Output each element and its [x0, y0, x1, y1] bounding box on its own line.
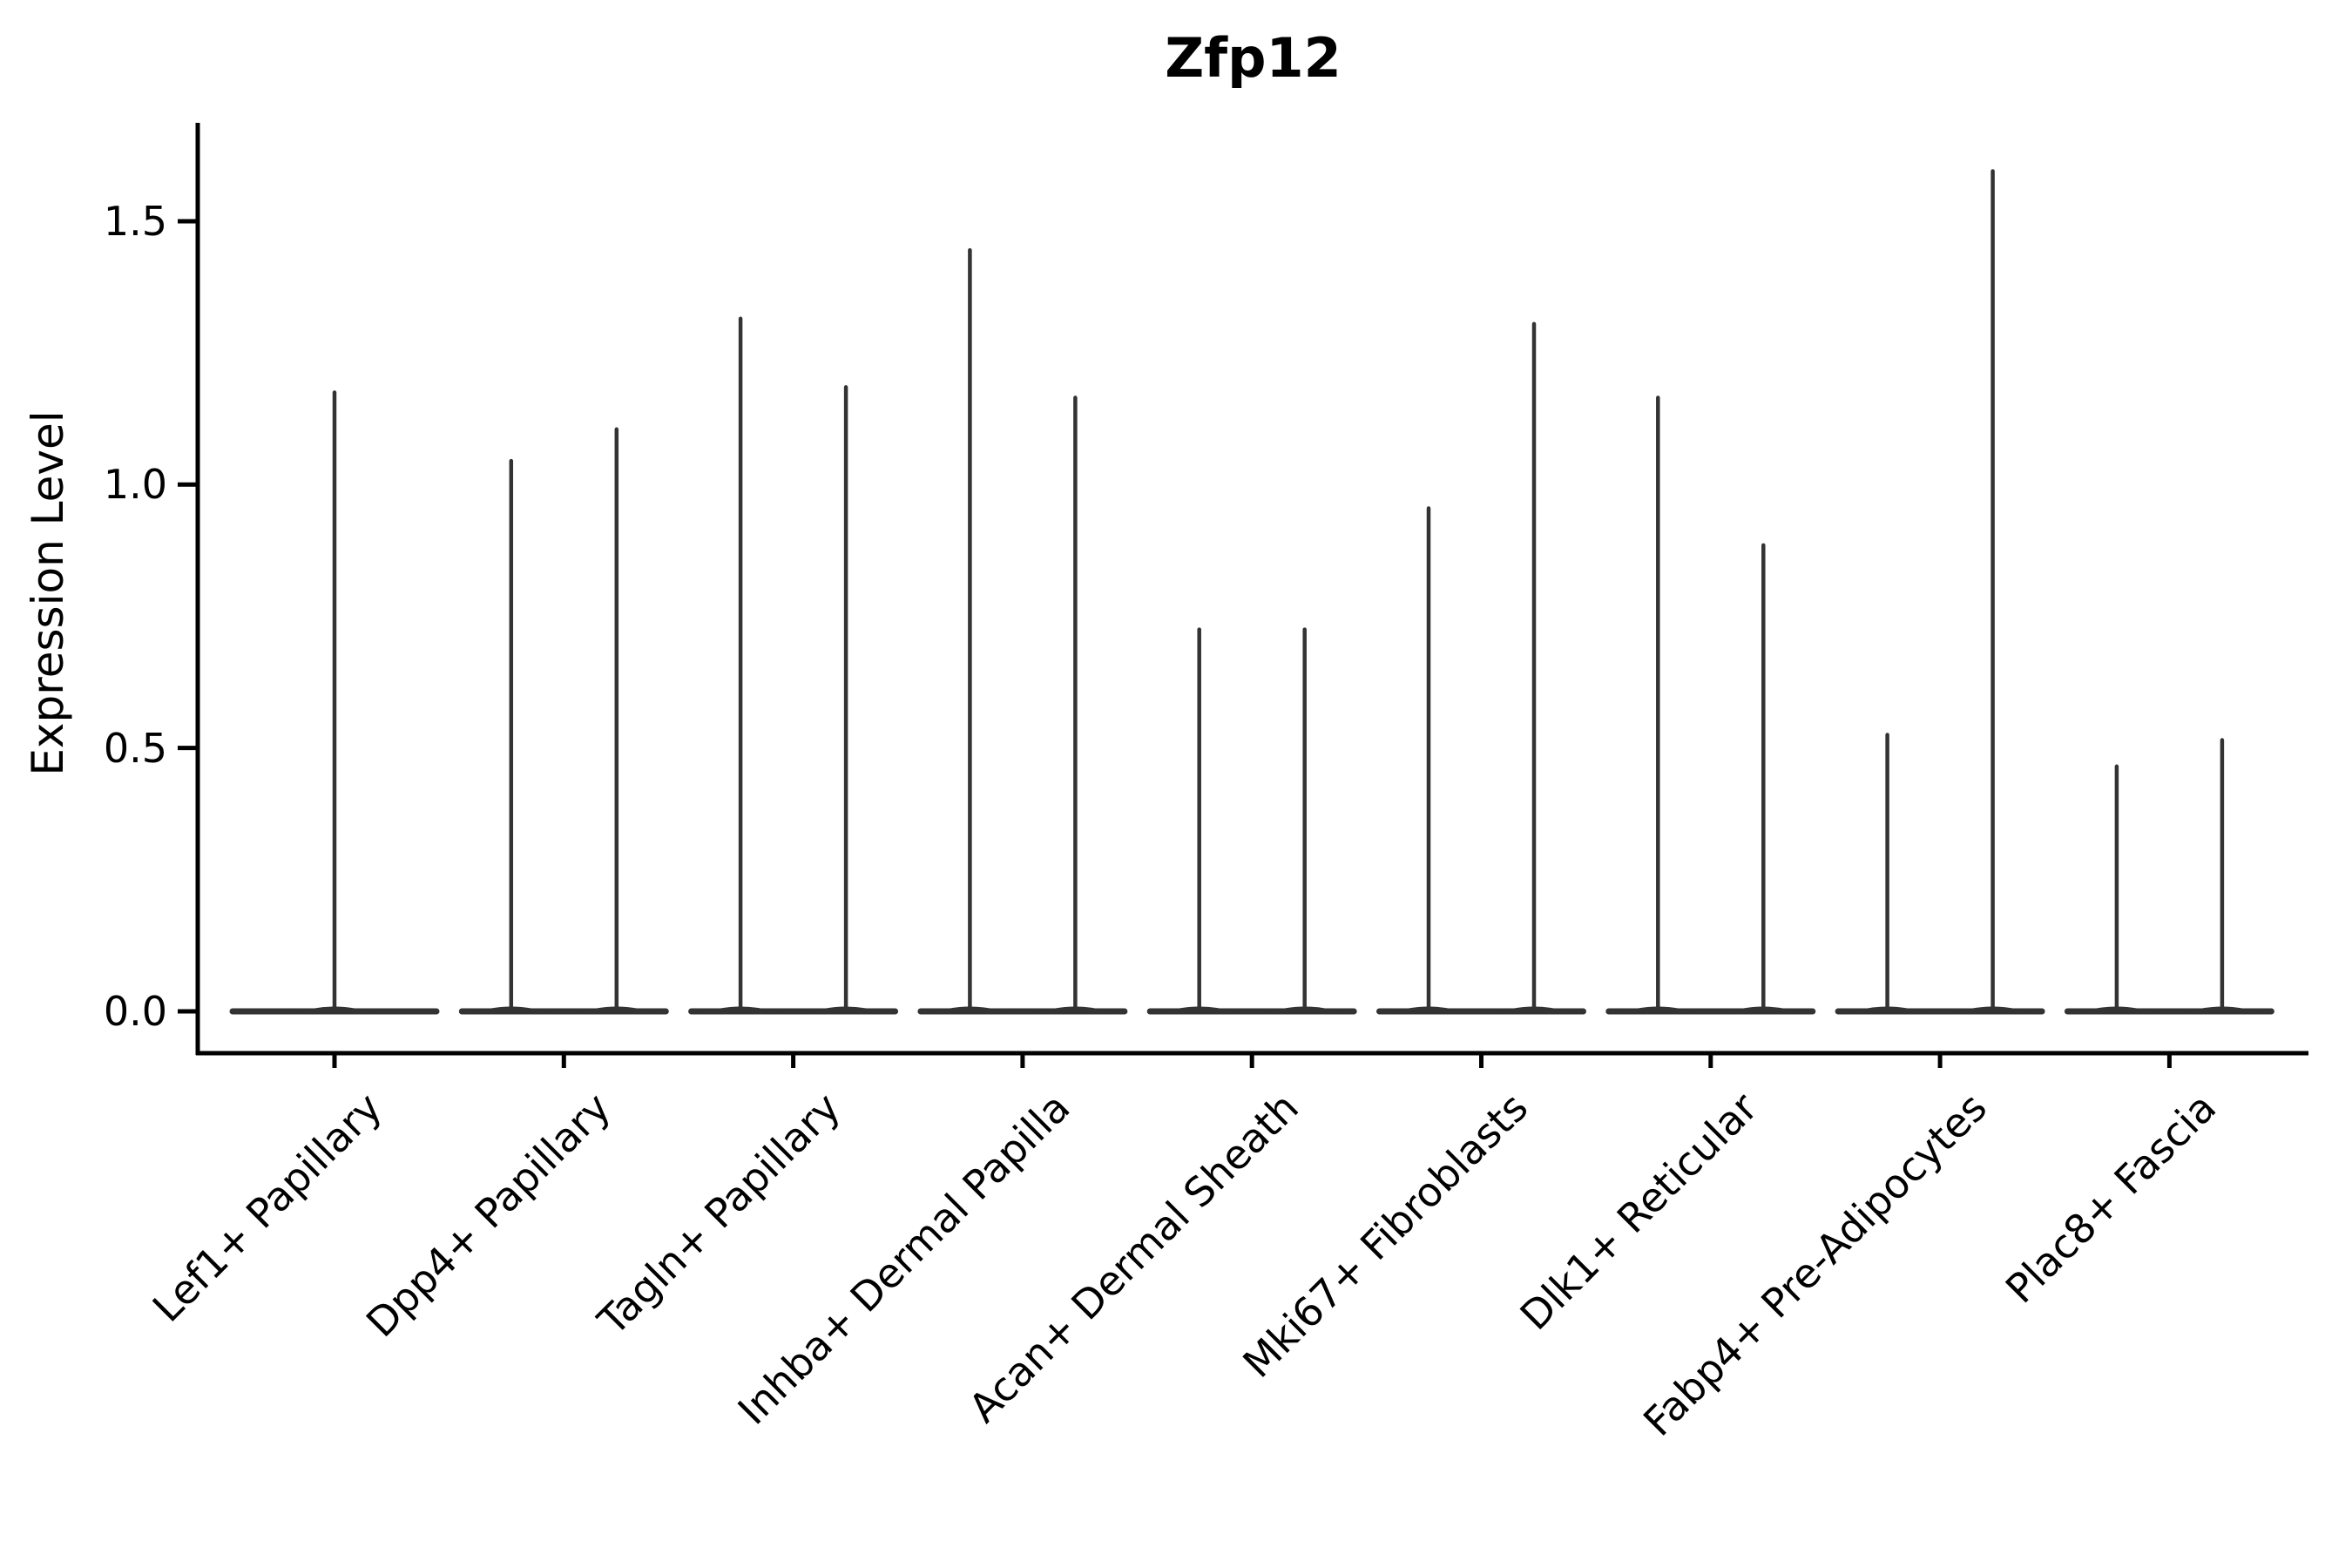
y-tick-label: 0.5 [103, 724, 167, 772]
y-tick-label: 1.5 [103, 197, 167, 245]
chart-title: Zfp12 [1165, 26, 1342, 90]
y-tick-label: 1.0 [103, 461, 167, 509]
y-tick-label: 0.0 [103, 988, 167, 1035]
